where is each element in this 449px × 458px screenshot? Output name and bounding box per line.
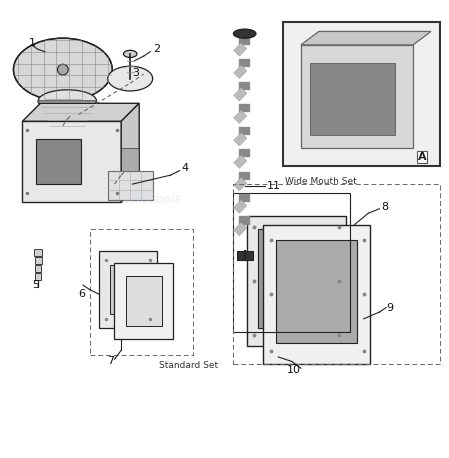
Bar xyxy=(310,63,395,135)
Ellipse shape xyxy=(38,90,97,112)
Text: 5: 5 xyxy=(32,280,40,290)
Bar xyxy=(239,37,250,45)
Bar xyxy=(99,251,157,328)
Bar xyxy=(34,249,42,256)
Bar xyxy=(22,121,121,202)
Polygon shape xyxy=(38,101,97,126)
Bar xyxy=(233,223,247,236)
Bar xyxy=(233,110,247,124)
Text: 9: 9 xyxy=(386,303,393,312)
Bar xyxy=(239,82,250,90)
Text: 8: 8 xyxy=(382,202,389,212)
Bar xyxy=(110,265,146,314)
Text: 4: 4 xyxy=(182,164,189,174)
Bar xyxy=(276,240,357,344)
Bar xyxy=(239,126,250,135)
Polygon shape xyxy=(121,104,139,202)
Bar xyxy=(233,193,350,332)
Circle shape xyxy=(57,64,68,75)
Text: 7: 7 xyxy=(107,356,114,366)
Bar xyxy=(108,171,153,200)
Text: inYoPools: inYoPools xyxy=(123,193,182,206)
Text: 1: 1 xyxy=(29,38,36,48)
Text: 10: 10 xyxy=(286,365,300,376)
Bar xyxy=(263,224,370,364)
Bar xyxy=(239,172,250,180)
Bar xyxy=(239,194,250,202)
Bar xyxy=(35,273,41,280)
Bar xyxy=(36,139,81,184)
Bar xyxy=(233,87,247,101)
Bar xyxy=(233,155,247,169)
Bar xyxy=(35,265,41,272)
Ellipse shape xyxy=(13,38,112,101)
Ellipse shape xyxy=(233,29,256,38)
Bar xyxy=(233,133,247,146)
Bar xyxy=(233,178,247,191)
Polygon shape xyxy=(22,104,139,121)
Bar xyxy=(233,65,247,79)
Text: Standard Set: Standard Set xyxy=(159,361,219,371)
Text: 11: 11 xyxy=(267,181,281,191)
Ellipse shape xyxy=(108,66,153,91)
Bar xyxy=(233,200,247,213)
Polygon shape xyxy=(301,32,431,45)
Bar xyxy=(237,251,253,261)
Text: A: A xyxy=(418,152,427,162)
Text: 3: 3 xyxy=(132,68,140,78)
Text: 2: 2 xyxy=(153,44,160,55)
Bar xyxy=(283,22,440,166)
Bar xyxy=(233,43,247,56)
Text: 6: 6 xyxy=(79,289,86,299)
Bar xyxy=(301,45,413,148)
Bar xyxy=(247,216,346,346)
Bar xyxy=(114,263,173,339)
Bar xyxy=(258,229,335,328)
Bar xyxy=(126,276,162,326)
Bar xyxy=(239,104,250,112)
Bar xyxy=(239,217,250,224)
Ellipse shape xyxy=(123,50,137,58)
Bar xyxy=(35,257,42,264)
Bar xyxy=(239,149,250,157)
Bar xyxy=(121,148,139,180)
Text: Wide Mouth Set: Wide Mouth Set xyxy=(285,177,357,186)
Bar xyxy=(239,59,250,67)
